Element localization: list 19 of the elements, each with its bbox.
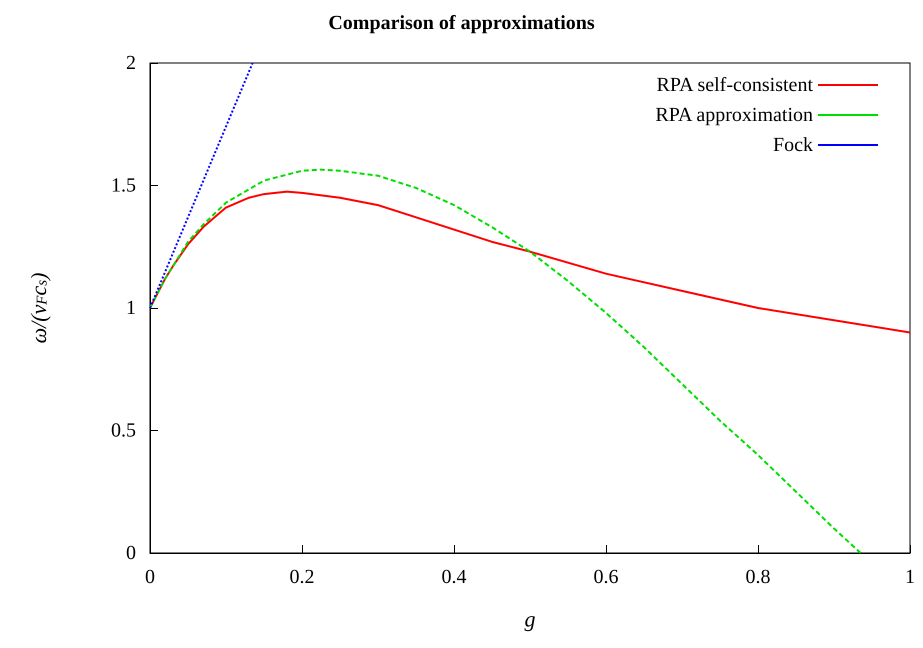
x-tick-label: 0.8 (746, 566, 770, 588)
y-tick-label: 0.5 (111, 420, 136, 442)
x-tick-label: 0.4 (442, 566, 466, 588)
y-tick-label: 1 (126, 297, 136, 319)
x-tick-label: 0.2 (290, 566, 314, 588)
y-tick-label: 0 (126, 542, 136, 564)
x-tick-label: 1 (905, 566, 915, 588)
y-axis-title: ω/(vFcs) (26, 272, 51, 344)
legend-label: RPA self-consistent (656, 74, 814, 96)
x-tick-label: 0.6 (594, 566, 618, 588)
x-tick-label: 0 (145, 566, 155, 588)
line-series (149, 168, 862, 554)
x-axis-title: g (524, 606, 536, 632)
y-tick-label: 1.5 (111, 174, 136, 196)
chart-title: Comparison of approximations (328, 12, 595, 34)
legend-label: RPA approximation (655, 104, 813, 126)
y-tick-label: 2 (126, 52, 136, 74)
line-series (149, 190, 911, 334)
legend-label: Fock (773, 134, 813, 156)
